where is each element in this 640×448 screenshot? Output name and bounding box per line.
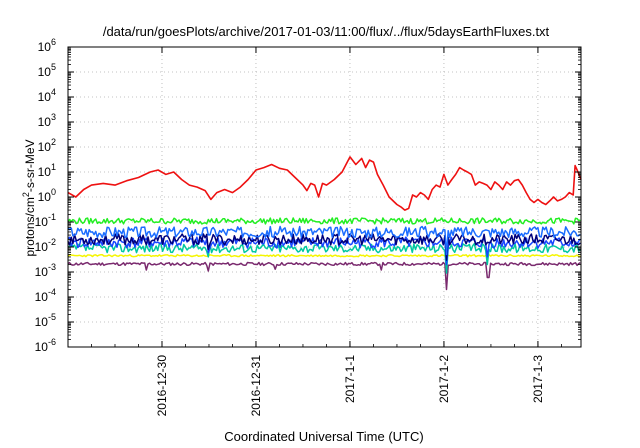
y-tick-base: 10 <box>38 115 52 129</box>
y-axis-label-sup: 2 <box>21 192 31 197</box>
y-tick-exp: -1 <box>48 212 56 222</box>
y-tick-base: 10 <box>38 65 52 79</box>
y-tick-exp: -4 <box>48 287 56 297</box>
series-line-6 <box>67 217 581 225</box>
y-tick-exp: -5 <box>48 312 56 322</box>
series-line-4 <box>67 233 581 261</box>
y-tick-exp: -6 <box>48 337 56 347</box>
series-line-1 <box>67 253 581 258</box>
y-tick-exp: 6 <box>51 37 56 47</box>
y-tick-base: 10 <box>38 190 52 204</box>
y-tick-label: 104 <box>38 87 56 104</box>
x-tick-label: 2016-12-30 <box>155 355 169 417</box>
y-tick-label: 10-3 <box>35 262 56 279</box>
series-line-3 <box>67 236 581 266</box>
y-tick-exp: -2 <box>48 237 56 247</box>
x-tick-label: 2016-12-31 <box>249 355 263 417</box>
series-group <box>67 156 582 291</box>
y-tick-label: 10-2 <box>35 237 56 254</box>
y-tick-label: 10-6 <box>35 337 56 354</box>
y-tick-label: 103 <box>38 112 56 129</box>
y-tick-label: 106 <box>38 37 56 54</box>
series-line-5 <box>67 225 581 256</box>
y-tick-label: 10-5 <box>35 312 56 329</box>
y-tick-exp: 0 <box>51 187 56 197</box>
y-axis-label-rest: -s-sr-MeV <box>23 139 37 192</box>
y-tick-base: 10 <box>38 165 52 179</box>
y-tick-exp: 3 <box>51 112 56 122</box>
y-tick-exp: 2 <box>51 137 56 147</box>
y-tick-base: 10 <box>35 265 49 279</box>
x-axis-label: Coordinated Universal Time (UTC) <box>224 429 423 444</box>
y-tick-base: 10 <box>35 240 49 254</box>
y-tick-exp: 1 <box>51 162 56 172</box>
y-tick-base: 10 <box>38 40 52 54</box>
y-tick-label: 100 <box>38 187 56 204</box>
chart-title: /data/run/goesPlots/archive/2017-01-03/1… <box>103 24 550 39</box>
series-line-7 <box>67 156 582 211</box>
grid <box>68 47 581 347</box>
series-line-0 <box>67 261 581 291</box>
y-tick-base: 10 <box>38 90 52 104</box>
y-axis-label-base: protons/cm <box>23 197 37 256</box>
x-tick-label: 2017-1-2 <box>437 355 451 403</box>
y-tick-label: 101 <box>38 162 56 179</box>
y-tick-label: 105 <box>38 62 56 79</box>
series-line-2 <box>67 242 581 274</box>
y-tick-label: 102 <box>38 137 56 154</box>
y-tick-label: 10-4 <box>35 287 56 304</box>
y-tick-exp: -3 <box>48 262 56 272</box>
y-tick-base: 10 <box>38 140 52 154</box>
y-tick-base: 10 <box>35 315 49 329</box>
y-axis: 10-610-510-410-310-210-11001011021031041… <box>35 37 581 354</box>
y-tick-label: 10-1 <box>35 212 56 229</box>
x-tick-label: 2017-1-1 <box>343 355 357 403</box>
y-tick-base: 10 <box>35 290 49 304</box>
y-tick-exp: 4 <box>51 87 56 97</box>
x-tick-label: 2017-1-3 <box>531 355 545 403</box>
x-axis: 2016-12-30 2016-12-31 2017-1-1 2017-1-2 2017… <box>91 47 562 417</box>
y-axis-label: protons/cm2-s-sr-MeV <box>21 139 37 256</box>
y-tick-exp: 5 <box>51 62 56 72</box>
y-tick-base: 10 <box>35 340 49 354</box>
y-tick-base: 10 <box>35 215 49 229</box>
